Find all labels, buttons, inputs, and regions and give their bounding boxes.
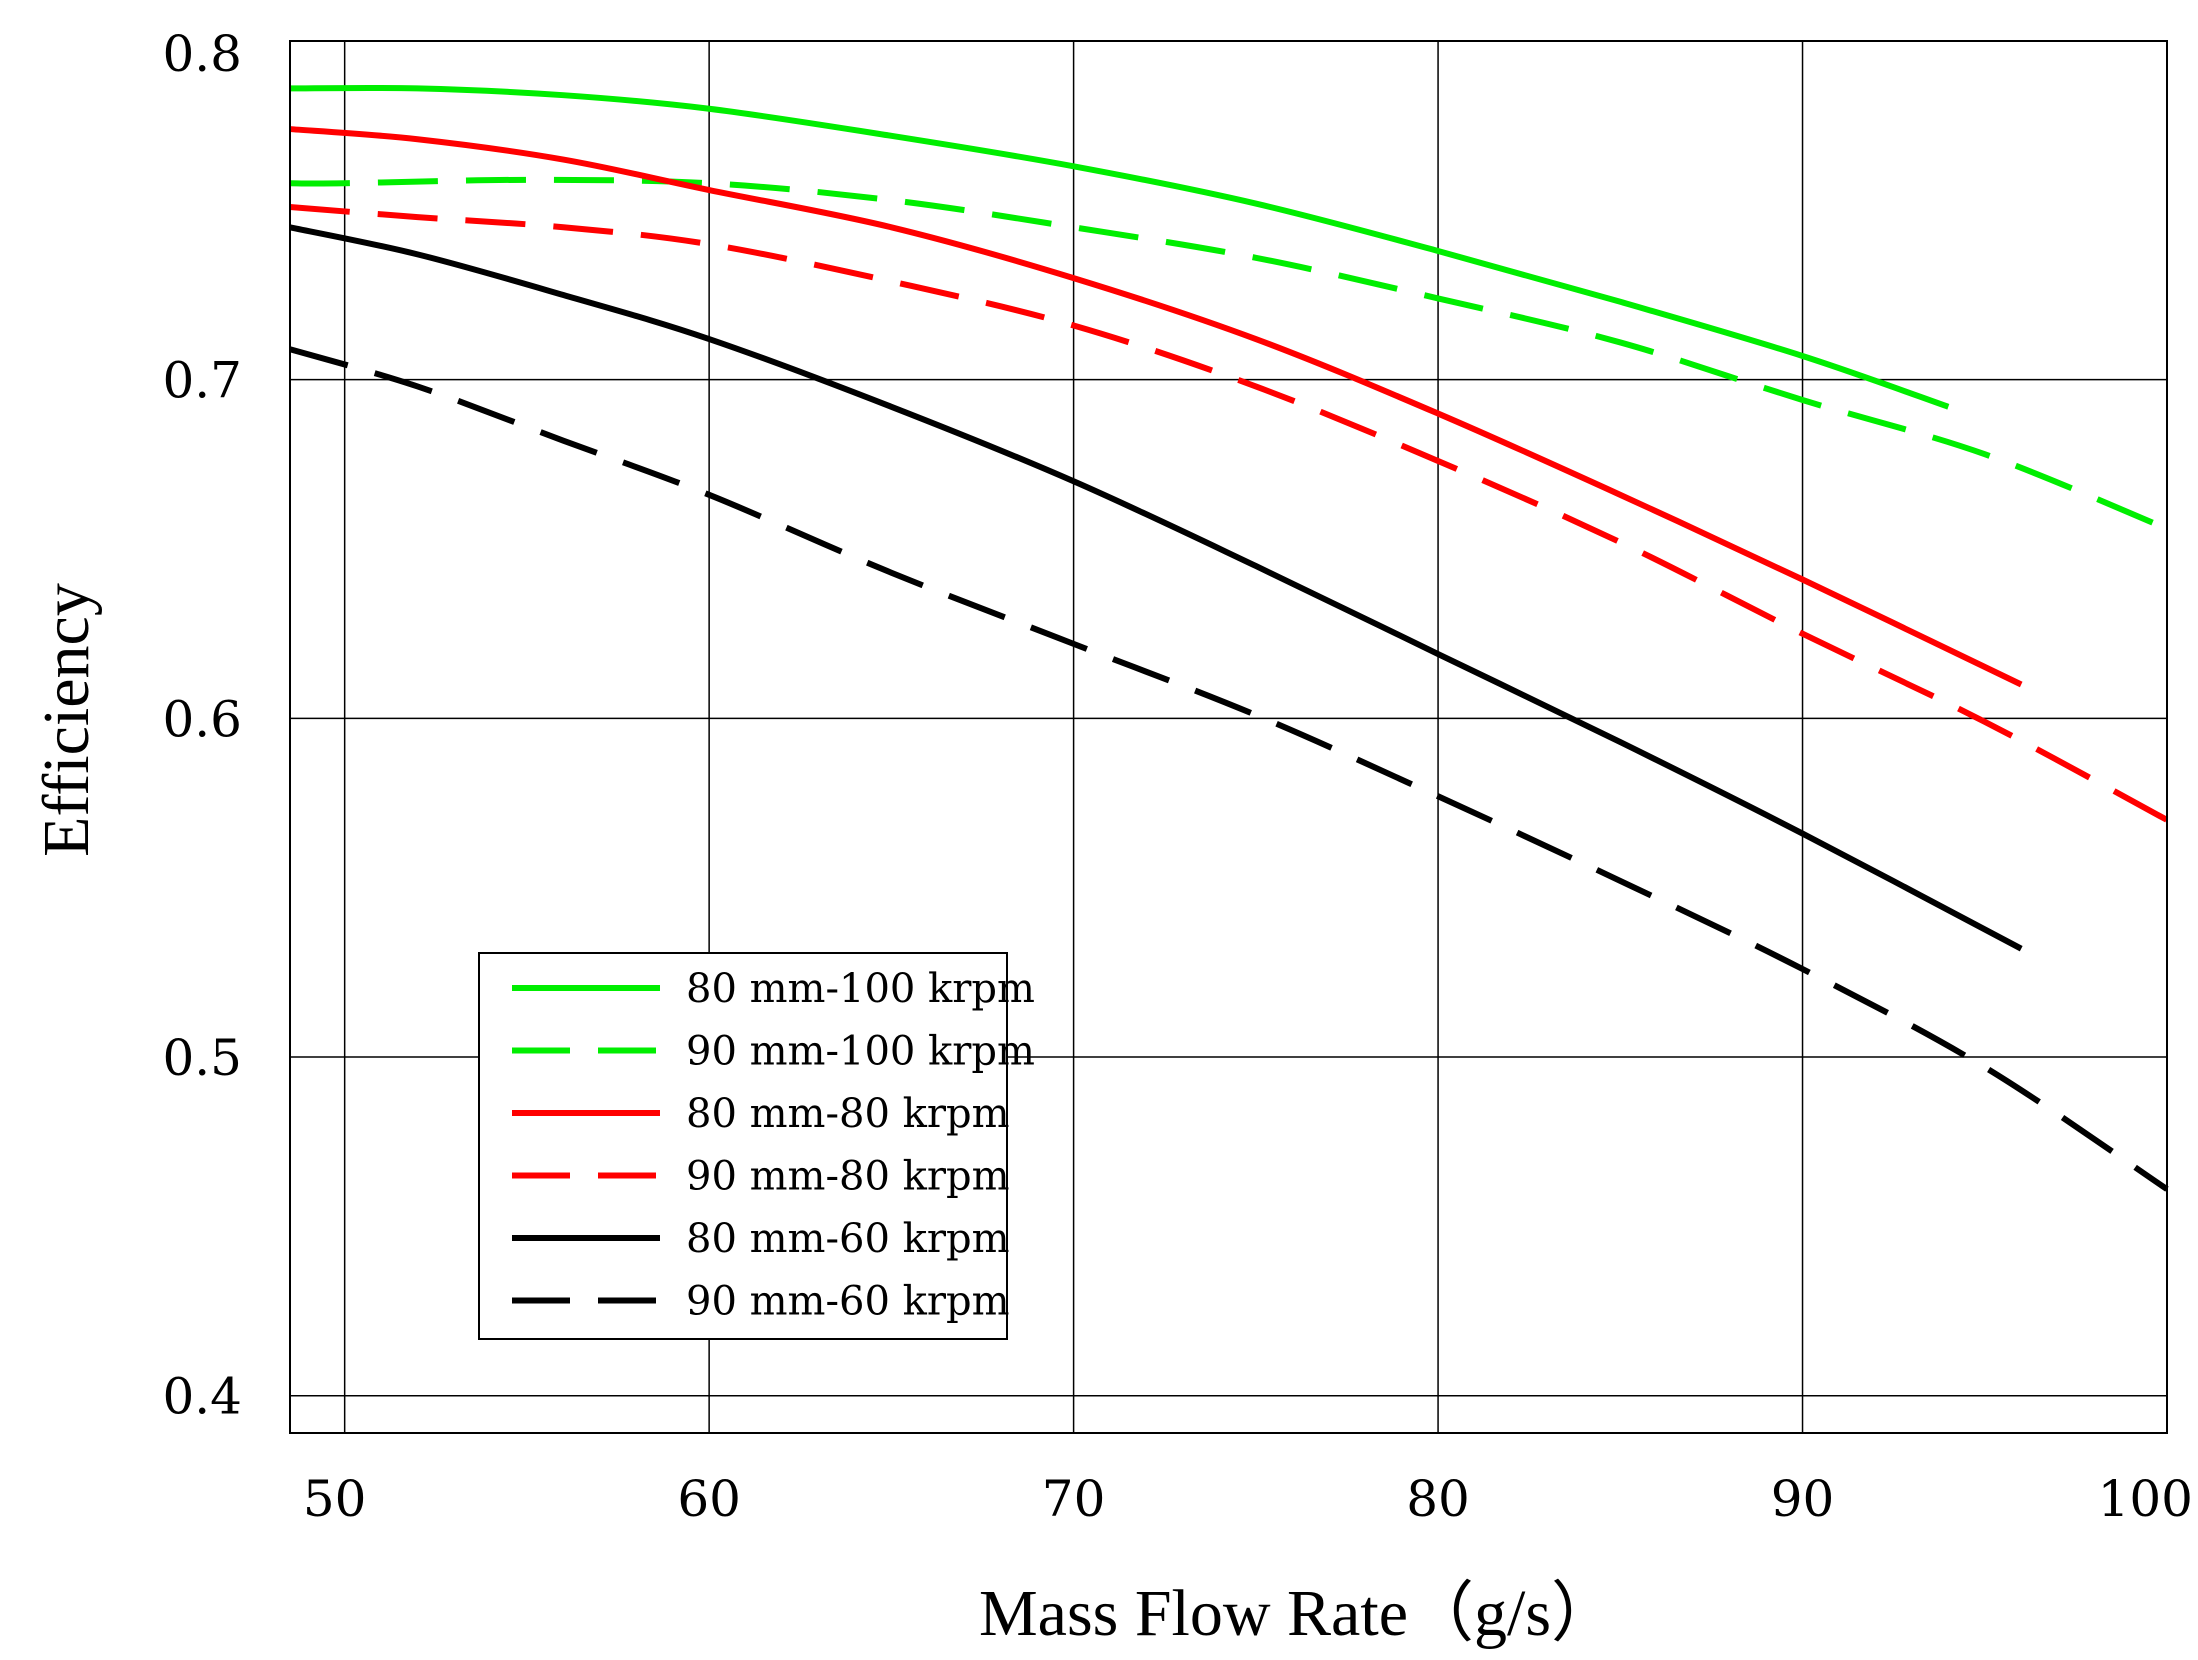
- x-tick-label: 50: [303, 1470, 367, 1528]
- y-tick-labels: 0.4 0.5 0.6 0.7 0.8: [162, 25, 242, 1426]
- series-line-80-mm-80-krpm: [289, 126, 2023, 688]
- series-line-80-mm-60-krpm: [289, 224, 2023, 952]
- x-axis-title: Mass Flow Rate（g/s）: [979, 1577, 1617, 1650]
- legend-label: 80 mm-80 krpm: [686, 1091, 1010, 1137]
- series-line-90-mm-100-krpm: [289, 176, 2169, 532]
- legend-entries: 80 mm-100 krpm 90 mm-100 krpm 80 mm-80 krp…: [512, 966, 1035, 1325]
- legend-label: 80 mm-100 krpm: [686, 966, 1035, 1012]
- x-tick-label: 80: [1406, 1470, 1470, 1528]
- series-lines: [289, 84, 2169, 1192]
- legend-label: 90 mm-60 krpm: [686, 1279, 1010, 1325]
- series-line-90-mm-80-krpm: [289, 203, 2169, 823]
- legend-label: 90 mm-80 krpm: [686, 1154, 1010, 1200]
- y-tick-label: 0.8: [162, 25, 242, 83]
- legend: 80 mm-100 krpm 90 mm-100 krpm 80 mm-80 krp…: [478, 952, 1035, 1340]
- y-tick-label: 0.5: [162, 1029, 242, 1087]
- plot-frame: [289, 40, 2168, 1434]
- y-tick-label: 0.4: [162, 1368, 242, 1426]
- y-tick-label: 0.7: [162, 352, 242, 410]
- x-tick-label: 60: [677, 1470, 741, 1528]
- y-axis-title: Efficiency: [30, 583, 103, 857]
- series-line-80-mm-100-krpm: [289, 84, 1950, 410]
- legend-box: [478, 952, 1008, 1340]
- legend-label: 90 mm-100 krpm: [686, 1029, 1035, 1075]
- x-tick-labels: 50 60 70 80 90 100: [303, 1470, 2193, 1528]
- x-tick-label: 100: [2098, 1470, 2193, 1528]
- x-tick-label: 90: [1771, 1470, 1835, 1528]
- legend-label: 80 mm-60 krpm: [686, 1216, 1010, 1262]
- y-tick-label: 0.6: [162, 690, 242, 748]
- series-line-90-mm-60-krpm: [289, 346, 2169, 1192]
- x-tick-label: 70: [1042, 1470, 1106, 1528]
